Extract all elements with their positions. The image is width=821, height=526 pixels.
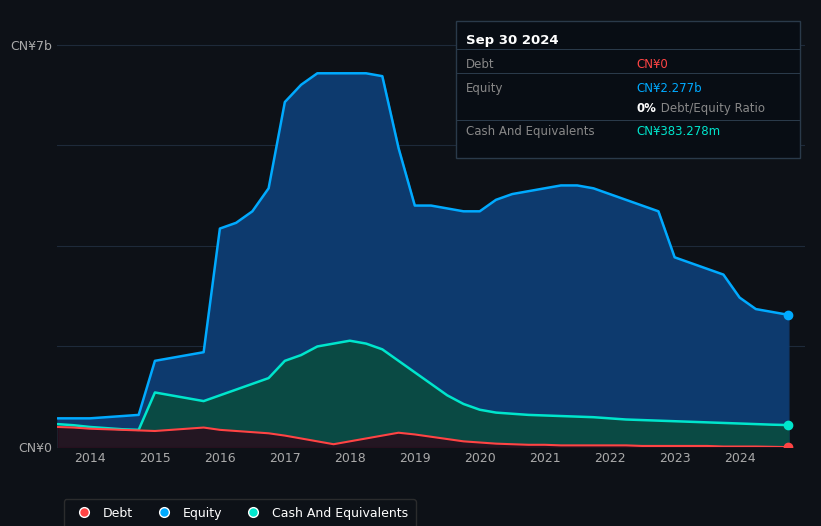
Legend: Debt, Equity, Cash And Equivalents: Debt, Equity, Cash And Equivalents [64, 499, 415, 526]
Bar [456, 49, 800, 50]
Text: Debt/Equity Ratio: Debt/Equity Ratio [657, 102, 765, 115]
Bar [456, 21, 800, 158]
Text: Cash And Equivalents: Cash And Equivalents [466, 125, 594, 138]
Text: CN¥383.278m: CN¥383.278m [636, 125, 720, 138]
Text: 0%: 0% [636, 102, 656, 115]
Bar [456, 120, 800, 121]
Text: Sep 30 2024: Sep 30 2024 [466, 34, 558, 47]
Text: Equity: Equity [466, 82, 503, 95]
Text: CN¥2.277b: CN¥2.277b [636, 82, 702, 95]
Text: CN¥0: CN¥0 [636, 58, 668, 71]
Bar [456, 73, 800, 74]
Text: Debt: Debt [466, 58, 494, 71]
